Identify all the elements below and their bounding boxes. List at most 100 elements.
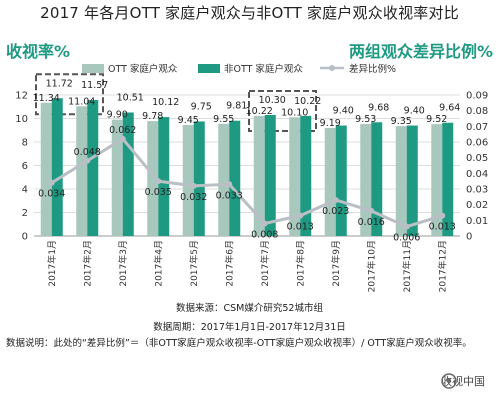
bar-non-ott bbox=[51, 98, 63, 236]
bar-label-non-ott: 10.22 bbox=[294, 96, 321, 107]
x-tick-label: 2017年9月 bbox=[330, 240, 342, 287]
bar-ott bbox=[289, 117, 301, 236]
x-tick-label: 2017年4月 bbox=[152, 240, 164, 287]
diff-point bbox=[368, 207, 375, 214]
diff-label: 0.032 bbox=[180, 192, 207, 203]
bar-label-non-ott: 11.72 bbox=[46, 78, 73, 89]
bar-label-non-ott: 9.40 bbox=[333, 106, 354, 117]
right-tick-label: 0.09 bbox=[466, 91, 488, 102]
bar-label-non-ott: 11.57 bbox=[81, 80, 108, 91]
bar-non-ott bbox=[264, 114, 276, 236]
x-tick-label: 2017年11月 bbox=[401, 240, 413, 292]
legend-marker-diff bbox=[329, 65, 335, 71]
bar-label-non-ott: 10.30 bbox=[259, 95, 286, 106]
bar-label-non-ott: 9.81 bbox=[226, 101, 247, 112]
right-tick-label: 0.02 bbox=[466, 200, 488, 211]
watermark: 收视中国 bbox=[441, 373, 485, 389]
page-title: 2017 年各月OTT 家庭户观众与非OTT 家庭户观众收视率对比 bbox=[40, 4, 459, 22]
diff-point bbox=[297, 212, 304, 219]
diff-label: 0.016 bbox=[358, 217, 385, 228]
bar-ott bbox=[218, 123, 230, 236]
x-tick-label: 2017年2月 bbox=[81, 240, 93, 287]
bar-label-ott: 9.45 bbox=[178, 115, 199, 126]
bar-non-ott bbox=[406, 125, 418, 236]
left-tick-label: 12 bbox=[15, 91, 28, 102]
right-tick-label: 0.08 bbox=[466, 106, 488, 117]
diff-point bbox=[84, 157, 91, 164]
diff-point bbox=[403, 223, 410, 230]
diff-label: 0.035 bbox=[145, 187, 172, 198]
bar-ott bbox=[431, 124, 443, 236]
left-tick-label: 6 bbox=[22, 161, 28, 172]
bar-label-non-ott: 9.68 bbox=[368, 102, 389, 113]
diff-label: 0.033 bbox=[216, 190, 243, 201]
diff-point bbox=[226, 181, 233, 188]
x-tick-label: 2017年8月 bbox=[294, 240, 306, 287]
right-tick-label: 0.07 bbox=[466, 122, 488, 133]
diff-label: 0.013 bbox=[429, 222, 456, 233]
left-axis-title: 收视率% bbox=[6, 42, 71, 61]
bar-label-ott: 10.22 bbox=[246, 106, 273, 117]
left-tick-label: 0 bbox=[22, 232, 28, 243]
bar-label-ott: 9.55 bbox=[213, 114, 234, 125]
x-tick-label: 2017年1月 bbox=[46, 240, 58, 287]
diff-point bbox=[155, 178, 162, 185]
diff-label: 0.006 bbox=[393, 233, 420, 244]
diff-label: 0.048 bbox=[74, 147, 101, 158]
diff-label: 0.034 bbox=[38, 189, 65, 200]
period-note: 数据周期：2017年1月1日-2017年12月31日 bbox=[153, 322, 346, 333]
bar-label-non-ott: 9.75 bbox=[191, 101, 212, 112]
legend-swatch-non-ott bbox=[198, 64, 220, 73]
bar-non-ott bbox=[158, 117, 170, 236]
bar-label-ott: 11.34 bbox=[33, 93, 60, 104]
diff-point bbox=[48, 179, 55, 186]
right-axis-title: 两组观众差异比例% bbox=[348, 42, 493, 61]
bar-label-ott: 10.10 bbox=[281, 107, 308, 118]
legend-label-diff: 差异比例% bbox=[349, 63, 396, 75]
source-note: 数据来源：CSM媒介研究52城市组 bbox=[176, 303, 323, 314]
bar-label-non-ott: 9.40 bbox=[404, 106, 425, 117]
explanation-note: 数据说明：此处的“差异比例”＝（非OTT家庭户观众收视率-OTT家庭户观众收视率… bbox=[6, 338, 472, 349]
bar-label-ott: 9.35 bbox=[391, 116, 412, 127]
diff-point bbox=[119, 135, 126, 142]
bar-label-non-ott: 9.64 bbox=[439, 103, 460, 114]
left-tick-label: 10 bbox=[15, 114, 28, 125]
diff-label: 0.023 bbox=[322, 206, 349, 217]
diff-point bbox=[261, 220, 268, 227]
bar-non-ott bbox=[371, 122, 383, 236]
bar-ott bbox=[147, 121, 159, 236]
left-tick-label: 4 bbox=[22, 185, 28, 196]
x-tick-label: 2017年6月 bbox=[223, 240, 235, 287]
right-tick-label: 0.04 bbox=[466, 169, 488, 180]
bar-label-ott: 9.52 bbox=[426, 114, 447, 125]
right-tick-label: 0 bbox=[466, 232, 472, 243]
highlight-box bbox=[248, 89, 317, 132]
bar-label-ott: 9.90 bbox=[107, 110, 128, 121]
diff-series-line bbox=[50, 136, 443, 229]
x-tick-label: 2017年10月 bbox=[365, 240, 377, 292]
bar-label-ott: 9.78 bbox=[142, 111, 163, 122]
x-tick-label: 2017年5月 bbox=[188, 240, 200, 287]
bar-non-ott bbox=[193, 121, 205, 236]
bar-non-ott bbox=[229, 120, 241, 236]
bar-label-ott: 9.53 bbox=[355, 114, 376, 125]
left-tick-label: 8 bbox=[22, 138, 28, 149]
bar-non-ott bbox=[442, 122, 454, 236]
highlight-box bbox=[35, 73, 104, 116]
bar-label-non-ott: 10.12 bbox=[152, 97, 179, 108]
left-tick-label: 2 bbox=[22, 208, 28, 219]
diff-point bbox=[332, 196, 339, 203]
diff-label: 0.008 bbox=[251, 229, 278, 240]
diff-point bbox=[439, 212, 446, 219]
diff-label: 0.062 bbox=[109, 125, 136, 136]
right-tick-label: 0.01 bbox=[466, 216, 488, 227]
bar-label-ott: 9.19 bbox=[320, 118, 341, 129]
x-tick-label: 2017年3月 bbox=[117, 240, 129, 287]
watermark-label: 收视中国 bbox=[441, 375, 485, 388]
diff-label: 0.013 bbox=[287, 222, 314, 233]
bar-label-non-ott: 10.51 bbox=[117, 93, 144, 104]
right-tick-label: 0.05 bbox=[466, 153, 488, 164]
bar-ott bbox=[111, 119, 123, 236]
bar-ott bbox=[395, 126, 407, 236]
wechat-logo-icon bbox=[441, 373, 457, 389]
